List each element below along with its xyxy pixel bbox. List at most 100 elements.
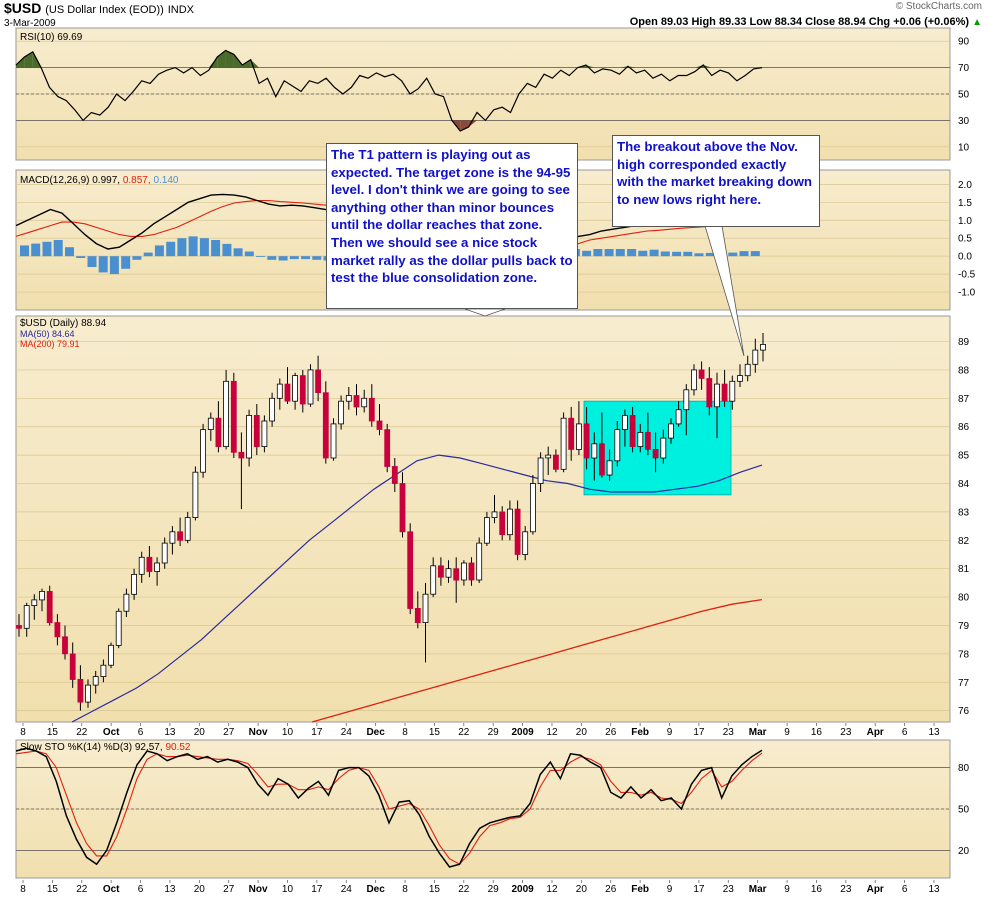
candle-body: [16, 625, 22, 629]
macd-histogram-bar: [694, 253, 704, 257]
symbol-name: (US Dollar Index (EOD)): [45, 4, 164, 16]
macd-legend-signal: 0.857,: [123, 175, 154, 186]
sto-k-line: [15, 747, 763, 868]
candle-body: [338, 400, 345, 425]
macd-legend-hist: 0.140: [153, 175, 178, 186]
macd-histogram-bar: [728, 252, 738, 257]
candle-body: [537, 457, 544, 485]
candle-body: [39, 591, 45, 601]
macd-histogram-bar: [301, 256, 311, 260]
sto-xaxis-tick-label: 23: [723, 884, 735, 895]
sto-xaxis-tick-label: 9: [784, 884, 790, 895]
macd-histogram-bar: [312, 256, 322, 260]
sto-legend-d: 90.52: [165, 742, 190, 753]
price-xaxis-tick-label: 10: [282, 727, 294, 738]
macd-histogram-bar: [739, 251, 749, 257]
watermark: © StockCharts.com: [895, 1, 982, 12]
rsi-oversold-fill: [468, 120, 478, 127]
price-xaxis-tick-label: 24: [341, 727, 353, 738]
candle-body: [698, 369, 705, 379]
macd-histogram-bar: [42, 241, 52, 257]
candle-body: [276, 383, 283, 399]
price-xaxis-tick-label: Oct: [103, 727, 120, 738]
macd-histogram-bar: [154, 245, 164, 257]
sto-xaxis-tick-label: 17: [693, 884, 705, 895]
sto-xaxis-tick-label: 6: [138, 884, 144, 895]
macd-histogram-bar: [660, 251, 670, 257]
macd-tick-label: -0.5: [958, 270, 976, 281]
candle-body: [445, 568, 452, 578]
sto-xaxis-tick-label: 24: [341, 884, 353, 895]
price-xaxis-tick-label: 23: [723, 727, 735, 738]
candle-body: [430, 565, 437, 595]
rsi-tick-label: 30: [958, 116, 970, 127]
sto-xaxis-tick-label: 22: [76, 884, 88, 895]
rsi-overbought-fill: [217, 50, 226, 68]
price-xaxis-tick-label: 13: [928, 727, 940, 738]
candle-body: [453, 568, 460, 581]
macd-legend: MACD(12,26,9) 0.997, 0.857, 0.140: [20, 175, 179, 186]
macd-histogram-bar: [109, 256, 119, 275]
candle-body: [744, 363, 751, 377]
candle-body: [645, 431, 651, 450]
candle-body: [660, 437, 667, 459]
candle-body: [414, 608, 421, 624]
candle-body: [161, 542, 168, 564]
macd-histogram-bar: [672, 251, 682, 257]
sto-xaxis-tick-label: Nov: [249, 884, 268, 895]
candle-body: [62, 636, 68, 655]
macd-tick-label: -1.0: [958, 288, 976, 299]
candle-body: [299, 375, 306, 405]
callout-t1-pointer: [464, 308, 506, 317]
candle-body: [606, 460, 613, 476]
price-xaxis-tick-label: 8: [402, 727, 408, 738]
candle-body: [391, 466, 398, 484]
price-xaxis-tick-label: 13: [164, 727, 176, 738]
candle-body: [77, 679, 84, 703]
sto-xaxis-tick-label: 20: [576, 884, 588, 895]
candle-body: [345, 395, 352, 402]
sto-legend-k: 92.57,: [135, 742, 166, 753]
candle-body: [637, 431, 644, 447]
price-xaxis-tick-label: 17: [311, 727, 323, 738]
candle-body: [629, 414, 636, 447]
candle-body: [261, 420, 268, 448]
price-tick-label: 77: [958, 678, 970, 689]
price-xaxis-tick-label: 6: [138, 727, 144, 738]
price-tick-label: 82: [958, 536, 970, 547]
candle-body: [545, 454, 552, 459]
candle-body: [714, 383, 720, 408]
candle-body: [691, 369, 697, 391]
price-tick-label: 78: [958, 649, 970, 660]
macd-histogram-bar: [87, 256, 97, 267]
callout-breakout: The breakout above the Nov. high corresp…: [612, 135, 820, 227]
macd-histogram-bar: [649, 249, 659, 257]
sto-xaxis-tick-label: 2009: [511, 884, 534, 895]
price-panel-background: [15, 315, 951, 723]
up-arrow-icon: ▲: [972, 17, 982, 28]
candle-body: [54, 622, 61, 638]
price-tick-label: 84: [958, 479, 970, 490]
macd-histogram-bar: [267, 256, 277, 260]
candle-body: [154, 562, 161, 572]
rsi-overbought-fill: [24, 51, 33, 68]
candle-body: [230, 380, 237, 453]
candle-body: [361, 397, 368, 408]
price-tick-label: 83: [958, 507, 970, 518]
candle-body: [476, 542, 483, 581]
candle-body: [184, 517, 191, 541]
sto-xaxis-tick-label: 29: [488, 884, 500, 895]
macd-histogram-bar: [705, 252, 715, 257]
macd-histogram-bar: [582, 250, 592, 257]
macd-histogram-bar: [65, 247, 74, 257]
candle-body: [729, 380, 736, 402]
candle-body: [69, 653, 76, 680]
rsi-legend: RSI(10) 69.69: [20, 32, 83, 43]
candle-body: [568, 417, 575, 450]
price-xaxis-tick-label: 9: [667, 727, 673, 738]
candle-body: [146, 556, 153, 572]
price-tick-label: 86: [958, 422, 970, 433]
macd-histogram-bar: [199, 238, 209, 257]
candle-body: [322, 392, 329, 459]
macd-histogram-bar: [683, 251, 693, 257]
